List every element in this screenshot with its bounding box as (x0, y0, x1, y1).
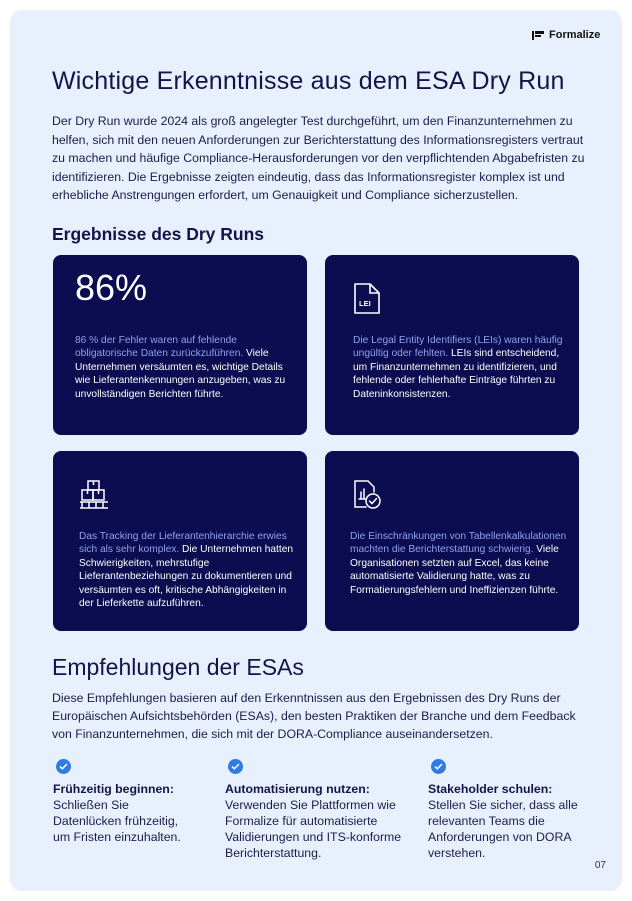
brand-logo: Formalize (532, 29, 600, 41)
card-body: LEIs sind entscheidend, um Finanzunterne… (353, 348, 560, 400)
check-circle-icon (431, 758, 446, 774)
formalize-logo-icon (532, 30, 544, 40)
recommendation-text: Schließen Sie Datenlücken frühzeitig, um… (53, 797, 181, 844)
check-circle-icon (56, 758, 71, 774)
recommendation-title: Automatisierung nutzen: (225, 781, 370, 796)
result-card-supplier-hierarchy: Das Tracking der Lieferantenhierarchie e… (53, 450, 307, 631)
card-highlight: Die Legal Entity Identifiers (LEIs) ware… (353, 334, 563, 360)
recommendation-item: Stakeholder schulen: Stellen Sie sicher,… (428, 758, 583, 861)
recommendations-heading: Empfehlungen der ESAs (52, 653, 304, 680)
check-circle-icon (228, 758, 243, 774)
report-check-icon (354, 479, 381, 509)
recommendation-list: Frühzeitig beginnen: Schließen Sie Daten… (52, 758, 586, 861)
result-card-lei: LEI Die Legal Entity Identifiers (LEIs) … (325, 254, 579, 435)
card-body: Die Unternehmen hatten Schwierigkeiten, … (79, 544, 294, 609)
card-text: 86 % der Fehler waren auf fehlende oblig… (75, 334, 299, 402)
card-body: Viele Organisationen setzten auf Excel, … (350, 544, 559, 596)
card-text: Die Einschränkungen von Tabellenkalkulat… (350, 530, 571, 598)
page-panel (10, 10, 622, 891)
card-text: Das Tracking der Lieferantenhierarchie e… (79, 530, 299, 611)
lei-document-icon: LEI (354, 282, 380, 314)
page-number: 07 (594, 859, 606, 871)
brand-name: Formalize (549, 29, 601, 41)
results-heading: Ergebnisse des Dry Runs (52, 223, 265, 244)
recommendation-text: Verwenden Sie Plattformen wie Formalize … (225, 797, 402, 860)
recommendation-text: Stellen Sie sicher, dass alle relevanten… (428, 797, 578, 860)
recommendation-title: Frühzeitig beginnen: (53, 781, 174, 796)
card-highlight: Das Tracking der Lieferantenhierarchie e… (79, 530, 287, 556)
results-grid: 86% 86 % der Fehler waren auf fehlende o… (52, 254, 586, 631)
result-card-missing-data: 86% 86 % der Fehler waren auf fehlende o… (53, 254, 307, 435)
card-highlight: Die Einschränkungen von Tabellenkalkulat… (350, 530, 567, 556)
card-text: Die Legal Entity Identifiers (LEIs) ware… (353, 334, 571, 402)
page-title: Wichtige Erkenntnisse aus dem ESA Dry Ru… (52, 67, 565, 95)
page-content: Wichtige Erkenntnisse aus dem ESA Dry Ru… (52, 0, 586, 901)
result-card-spreadsheets: Die Einschränkungen von Tabellenkalkulat… (325, 450, 579, 631)
recommendations-intro: Diese Empfehlungen basieren auf den Erke… (52, 690, 576, 741)
card-body: Viele Unternehmen versäumten es, wichtig… (75, 348, 286, 400)
stat-value: 86% (75, 266, 148, 308)
recommendation-item: Frühzeitig beginnen: Schließen Sie Daten… (53, 758, 193, 861)
boxes-pallet-icon (80, 479, 108, 509)
recommendation-item: Automatisierung nutzen: Verwenden Sie Pl… (225, 758, 405, 861)
intro-paragraph: Der Dry Run wurde 2024 als groß angelegt… (52, 114, 585, 202)
svg-text:LEI: LEI (359, 299, 371, 308)
recommendation-title: Stakeholder schulen: (428, 781, 553, 796)
card-highlight: 86 % der Fehler waren auf fehlende oblig… (75, 334, 244, 360)
